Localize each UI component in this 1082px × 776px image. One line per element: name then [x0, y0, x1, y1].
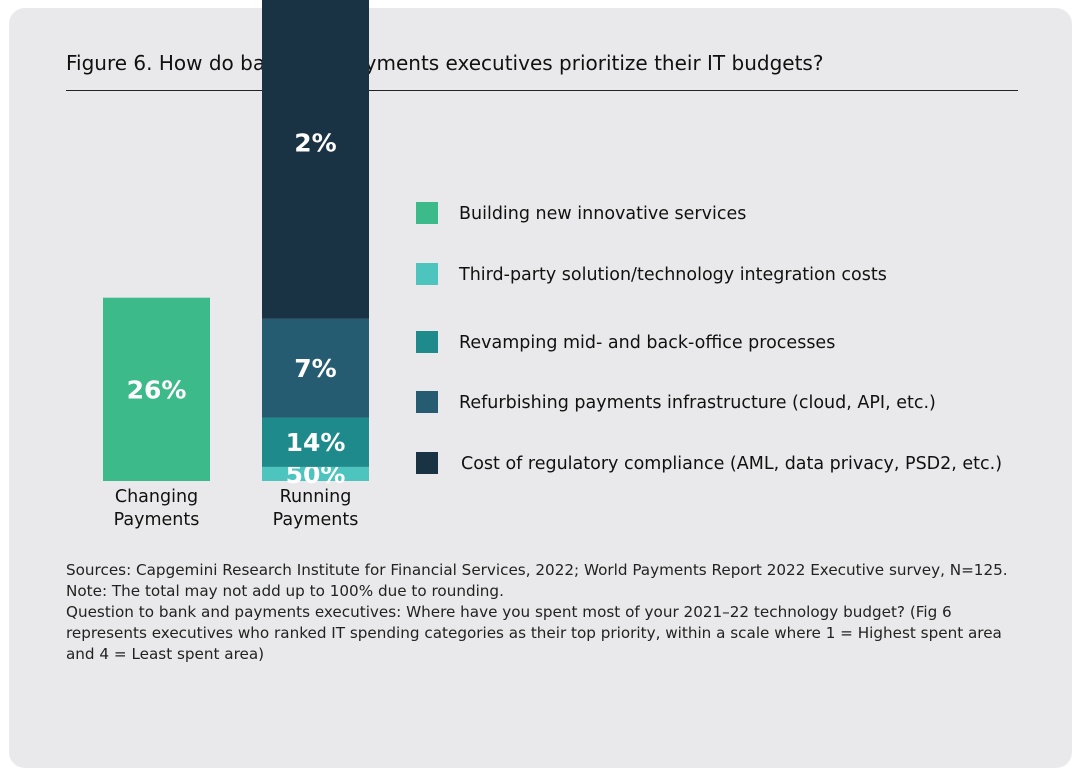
legend-label: Refurbishing payments infrastructure (cl…: [459, 393, 936, 413]
title-divider: [66, 90, 1018, 91]
bar-segment-running-payments-third-party-solution-tec: [262, 466, 369, 481]
figure-notes: Sources: Capgemini Research Institute fo…: [66, 560, 1046, 665]
legend-swatch: [416, 452, 438, 474]
legend-swatch: [416, 263, 438, 285]
question-line-2: represents executives who ranked IT spen…: [66, 624, 1002, 642]
rounding-note: Note: The total may not add up to 100% d…: [66, 582, 504, 600]
category-label: Running Payments: [273, 487, 359, 530]
sources-note: Sources: Capgemini Research Institute fo…: [66, 561, 1008, 579]
bar-segment-running-payments-cost-of-regulatory-compl: [262, 0, 369, 319]
legend-swatch: [416, 331, 438, 353]
legend-label: Building new innovative services: [459, 204, 746, 224]
data-label: 2%: [294, 129, 336, 158]
figure-title: Figure 6. How do bank and payments execu…: [66, 51, 824, 75]
bar-segment-changing-payments-building-new-innovative-: [103, 297, 210, 481]
question-line-3: and 4 = Least spent area): [66, 645, 265, 663]
data-label: 14%: [286, 428, 346, 457]
legend-label: Cost of regulatory compliance (AML, data…: [461, 454, 1002, 474]
bar-segment-running-payments-revamping-mid-and-back-o: [262, 417, 369, 467]
legend-swatch: [416, 202, 438, 224]
legend-swatch: [416, 391, 438, 413]
bar-segment-running-payments-refurbishing-payments-in: [262, 318, 369, 418]
data-label: 7%: [294, 354, 336, 383]
question-line-1: Question to bank and payments executives…: [66, 603, 952, 621]
data-label: 26%: [127, 375, 187, 404]
legend-label: Third-party solution/technology integrat…: [458, 265, 887, 285]
category-label: Changing Payments: [114, 487, 200, 530]
legend-label: Revamping mid- and back-office processes: [459, 333, 835, 353]
